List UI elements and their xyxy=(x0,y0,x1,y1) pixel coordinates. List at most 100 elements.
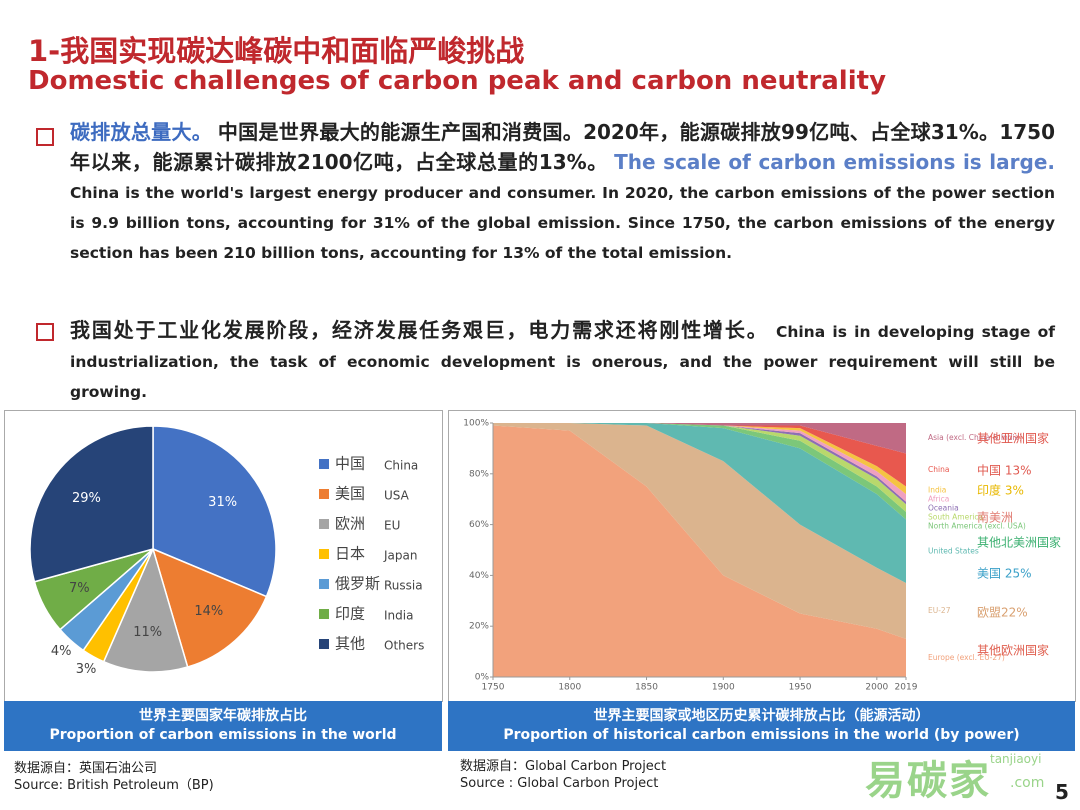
annotation: 欧盟22% xyxy=(977,606,1028,620)
area xyxy=(493,423,906,520)
panel: 0% 20% 40% 60% 80% 100% 1750 1800 1850 1900 1950 20… xyxy=(448,410,1076,702)
legend-label-en: Russia xyxy=(384,579,423,593)
panel: 31% 14% 11% 3% 4% 7% 29% 中国 China 美国 USA 欧洲 EU 日本 Japa… xyxy=(4,410,443,702)
series-label: India xyxy=(928,485,946,494)
x-tick-label: 1850 xyxy=(635,683,658,693)
caption-en: Proportion of carbon emissions in the wo… xyxy=(49,727,397,743)
x-tick-label: 1800 xyxy=(558,683,581,693)
bullet-text: 碳排放总量大。 xyxy=(70,120,213,144)
legend-label: 印度 xyxy=(335,605,365,623)
annotation: 印度 3% xyxy=(977,483,1024,498)
series-label: EU-27 xyxy=(928,606,951,615)
legend-label: 中国 xyxy=(335,455,365,473)
series-label: Asia (excl. China & India) xyxy=(928,433,1022,442)
series-label: South America xyxy=(928,512,983,521)
data-label: 11% xyxy=(133,625,162,640)
annotation: 其他北美洲国家 xyxy=(977,535,1061,550)
y-tick-label: 0% xyxy=(475,673,490,683)
x-tick-label: 1900 xyxy=(712,683,735,693)
x-tick-label: 2019 xyxy=(895,683,918,693)
caption-cn: 世界主要国家或地区历史累计碳排放占比（能源活动） xyxy=(593,708,930,724)
pie-slice xyxy=(29,425,154,583)
area-chart: 0% 20% 40% 60% 80% 100% 1750 1800 1850 1900 1950 20… xyxy=(463,419,1061,693)
y-tick-label: 20% xyxy=(469,622,489,632)
y-tick-label: 100% xyxy=(463,419,489,429)
series-label: Oceania xyxy=(928,503,959,512)
logo-domain: .com xyxy=(1010,775,1045,791)
data-label: 29% xyxy=(72,491,101,506)
legend-swatch xyxy=(319,549,329,559)
legend-label: 日本 xyxy=(335,545,365,563)
legend-label: 其他 xyxy=(335,635,365,653)
bullet-box xyxy=(36,323,54,341)
annotation: 美国 25% xyxy=(977,567,1032,581)
legend-label-en: Others xyxy=(384,639,424,653)
bullet-text: The scale of carbon emissions is large. xyxy=(614,150,1055,174)
y-tick-label: 60% xyxy=(469,520,489,530)
annotation: 其他欧洲国家 xyxy=(977,643,1049,658)
data-label: 14% xyxy=(194,604,223,619)
legend-label: 欧洲 xyxy=(335,515,365,533)
y-tick-label: 40% xyxy=(469,571,489,581)
area xyxy=(493,423,906,639)
y-tick-label: 80% xyxy=(469,469,489,479)
bullet-text: China is the world's largest energy prod… xyxy=(70,184,1055,262)
bullet: 我国处于工业化发展阶段，经济发展任务艰巨，电力需求还将刚性增长。 China i… xyxy=(70,316,1055,407)
caption: 世界主要国家年碳排放占比 Proportion of carbon emissio… xyxy=(4,701,442,751)
bullet-text: 中国是世界最大的能源生产国和消费国。2020年，能源碳排放99亿吨、占全球31%… xyxy=(70,120,1056,174)
title-cn: 1-我国实现碳达峰碳中和面临严峻挑战 xyxy=(28,34,525,68)
pie-slice xyxy=(151,547,268,668)
legend-swatch xyxy=(319,519,329,529)
source-en: Source: British Petroleum（BP) xyxy=(14,778,214,793)
bullet-text: China is in developing stage of industri… xyxy=(70,323,1056,401)
series-label: United States xyxy=(928,546,979,555)
legend-label-en: India xyxy=(384,609,413,623)
legend-label-en: EU xyxy=(384,519,400,533)
source: 数据源自：Global Carbon Project Source : Globa… xyxy=(460,758,666,792)
logo: 易碳家 xyxy=(865,758,991,804)
legend-swatch xyxy=(319,489,329,499)
annotation: 其他亚洲国家 xyxy=(977,431,1049,446)
annotation: 南美洲 xyxy=(977,510,1013,525)
title-en: Domestic challenges of carbon peak and c… xyxy=(28,66,887,96)
legend-swatch xyxy=(319,579,329,589)
source-en: Source : Global Carbon Project xyxy=(460,776,659,791)
series-label: Europe (excl. EU-27) xyxy=(928,653,1005,662)
legend-swatch xyxy=(319,639,329,649)
legend-label-en: China xyxy=(384,459,418,473)
legend-label: 俄罗斯 xyxy=(335,575,380,593)
area xyxy=(493,425,906,677)
source-cn: 数据源自：英国石油公司 xyxy=(14,761,158,776)
bullet-text: 我国处于工业化发展阶段，经济发展任务艰巨，电力需求还将刚性增长。 xyxy=(70,318,769,342)
logo-sub: tanjiaoyi xyxy=(990,752,1042,766)
caption-cn: 世界主要国家年碳排放占比 xyxy=(139,708,307,724)
data-label: 4% xyxy=(51,644,72,659)
area xyxy=(493,423,906,454)
series-label: Africa xyxy=(928,494,949,503)
source: 数据源自：英国石油公司 Source: British Petroleum（BP) xyxy=(14,760,214,794)
pie-slice xyxy=(102,546,189,673)
legend-swatch xyxy=(319,609,329,619)
data-label: 3% xyxy=(76,662,97,677)
legend-label: 美国 xyxy=(335,485,365,503)
x-tick-label: 1750 xyxy=(482,683,505,693)
x-tick-label: 2000 xyxy=(865,683,888,693)
series-label: China xyxy=(928,465,949,474)
legend-label-en: USA xyxy=(384,489,410,503)
pie-chart: 31% 14% 11% 3% 4% 7% 29% 中国 China 美国 USA 欧洲 EU 日本 Japa… xyxy=(29,425,424,677)
annotation: 中国 13% xyxy=(977,463,1032,478)
source-cn: 数据源自：Global Carbon Project xyxy=(460,759,667,774)
legend-swatch xyxy=(319,459,329,469)
legend-label-en: Japan xyxy=(383,549,417,563)
series-label: North America (excl. USA) xyxy=(928,521,1026,530)
data-label: 31% xyxy=(208,495,237,510)
caption: 世界主要国家或地区历史累计碳排放占比（能源活动） Proportion of hi… xyxy=(448,701,1075,751)
area xyxy=(493,423,906,584)
data-label: 7% xyxy=(69,581,90,596)
pie-slice xyxy=(152,425,277,598)
x-tick-label: 1950 xyxy=(789,683,812,693)
bullet: 碳排放总量大。 中国是世界最大的能源生产国和消费国。2020年，能源碳排放99亿… xyxy=(70,118,1055,268)
caption-en: Proportion of historical carbon emission… xyxy=(503,727,1020,743)
page-number: 5 xyxy=(1055,780,1069,804)
